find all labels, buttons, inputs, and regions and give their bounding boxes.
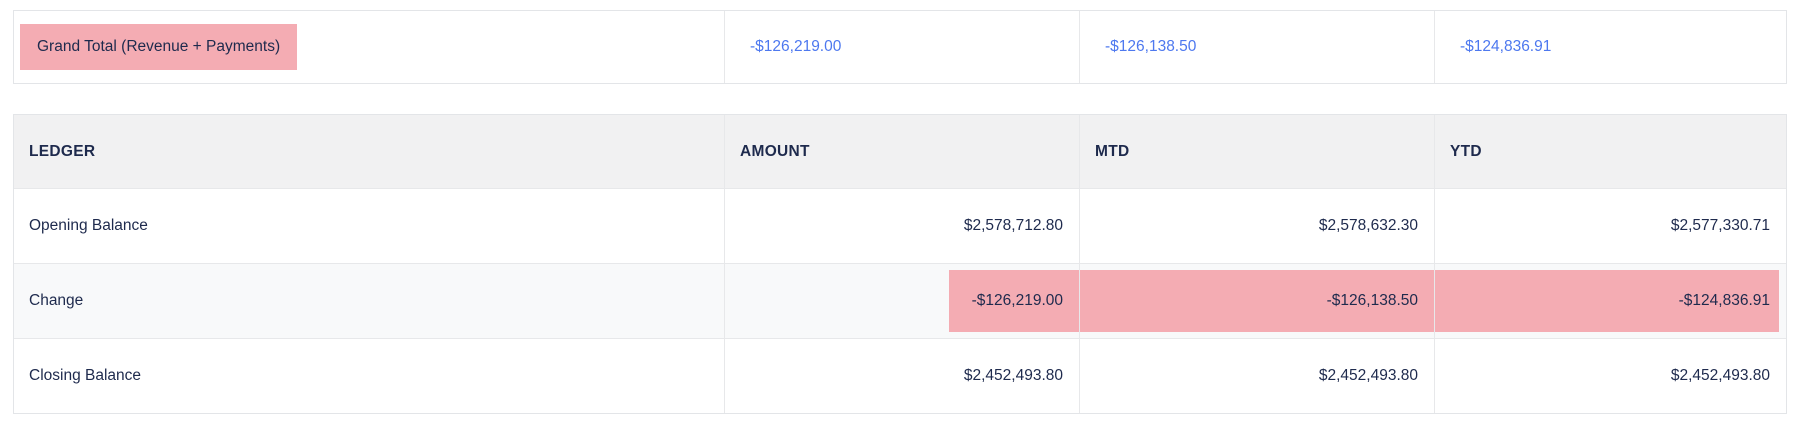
grand-total-ytd-value: -$124,836.91 <box>1460 38 1552 55</box>
grand-total-table: Grand Total (Revenue + Payments) -$126,2… <box>13 10 1787 84</box>
ytd-cell: $2,577,330.71 <box>1434 189 1786 263</box>
ytd-cell: $2,452,493.80 <box>1434 339 1786 413</box>
mtd-cell: $2,578,632.30 <box>1079 189 1434 263</box>
grand-total-label-cell: Grand Total (Revenue + Payments) <box>14 11 724 83</box>
amount-cell: -$126,219.00 <box>724 264 1079 338</box>
header-cell-ledger: LEDGER <box>29 142 96 160</box>
grand-total-amount-cell: -$126,219.00 <box>724 11 1079 83</box>
table-row-closing-balance: Closing Balance $2,452,493.80 $2,452,493… <box>14 338 1786 413</box>
table-row-change: Change -$126,219.00 -$126,138.50 -$124,8… <box>14 263 1786 338</box>
amount-cell: $2,452,493.80 <box>724 339 1079 413</box>
amount-cell: $2,578,712.80 <box>724 189 1079 263</box>
row-label: Opening Balance <box>29 217 148 234</box>
grand-total-mtd-value: -$126,138.50 <box>1105 38 1197 55</box>
mtd-cell: $2,452,493.80 <box>1079 339 1434 413</box>
row-label: Change <box>29 292 84 309</box>
row-label: Closing Balance <box>29 367 142 384</box>
header-cell-mtd: MTD <box>1079 115 1434 188</box>
grand-total-ytd-cell: -$124,836.91 <box>1434 11 1786 83</box>
change-highlight-band <box>949 270 1779 332</box>
header-cell-ytd: YTD <box>1434 115 1786 188</box>
ytd-cell: -$124,836.91 <box>1434 264 1786 338</box>
grand-total-label-chip: Grand Total (Revenue + Payments) <box>20 24 298 70</box>
grand-total-row: Grand Total (Revenue + Payments) -$126,2… <box>14 11 1786 83</box>
mtd-cell: -$126,138.50 <box>1079 264 1434 338</box>
ledger-header-row: LEDGER AMOUNT MTD YTD <box>14 115 1786 188</box>
header-cell-amount: AMOUNT <box>724 115 1079 188</box>
ledger-table: LEDGER AMOUNT MTD YTD Opening Balance $2… <box>13 114 1787 414</box>
grand-total-mtd-cell: -$126,138.50 <box>1079 11 1434 83</box>
table-row-opening-balance: Opening Balance $2,578,712.80 $2,578,632… <box>14 188 1786 263</box>
grand-total-amount-value: -$126,219.00 <box>750 38 842 55</box>
